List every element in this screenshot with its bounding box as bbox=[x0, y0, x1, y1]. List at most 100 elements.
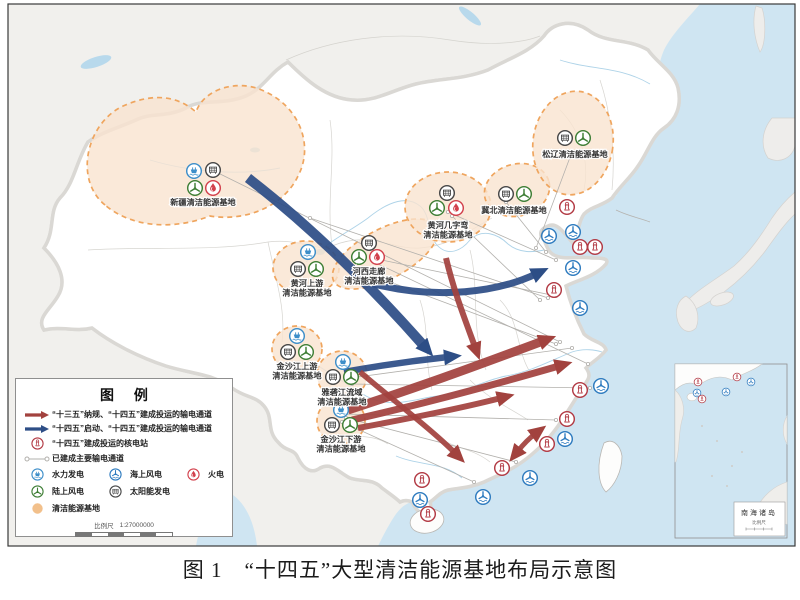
inset-title: 南海诸岛 bbox=[741, 508, 777, 517]
inset-scale-label: 比例尺 bbox=[752, 519, 766, 526]
owind-icon bbox=[474, 488, 492, 506]
legend-scale-bar bbox=[75, 532, 173, 537]
solar-icon bbox=[289, 260, 307, 278]
legend-row: “十四五”启动、“十四五”建成投运的输电通道 bbox=[22, 423, 226, 434]
legend-row: “十三五”纳规、“十四五”建成投运的输电通道 bbox=[22, 409, 226, 420]
legend-row-label: “十四五”建成投运的核电站 bbox=[52, 439, 148, 448]
wind-icon bbox=[297, 343, 315, 361]
owind-icon bbox=[692, 388, 702, 398]
arrow-blue-legend-glyph bbox=[25, 424, 49, 433]
inset-label-box bbox=[733, 501, 786, 537]
owind-icon bbox=[592, 377, 610, 395]
legend-type-row: 陆上风电 太阳能发电 bbox=[22, 485, 226, 498]
base-label: 清洁能源基地 bbox=[282, 288, 332, 298]
base-label: 清洁能源基地 bbox=[344, 276, 394, 286]
nuclear-icon bbox=[558, 410, 576, 428]
taiwan-island bbox=[598, 440, 623, 493]
owind-icon bbox=[540, 227, 558, 245]
fire-icon bbox=[204, 179, 222, 197]
nuclear-icon bbox=[571, 238, 589, 256]
base-label: 新疆清洁能源基地 bbox=[170, 197, 236, 207]
legend-type-label: 清洁能源基地 bbox=[52, 504, 100, 513]
base-area-songliao bbox=[531, 90, 615, 196]
transmission-arrow-red bbox=[346, 334, 557, 415]
legend-row: “十四五”建成投运的核电站 bbox=[22, 437, 226, 450]
wind-icon bbox=[307, 260, 325, 278]
transmission-arrow-blue bbox=[373, 268, 549, 297]
transmission-arrow-blue bbox=[343, 349, 462, 376]
legend-row-label: “十三五”纳规、“十四五”建成投运的输电通道 bbox=[52, 410, 212, 419]
hydro-icon bbox=[332, 401, 350, 419]
channel-legend-glyph bbox=[24, 456, 50, 461]
wind-icon bbox=[515, 185, 533, 203]
solar-icon bbox=[324, 368, 342, 386]
nuclear-icon bbox=[732, 372, 742, 382]
legend-title: 图 例 bbox=[100, 387, 156, 403]
wind-icon bbox=[428, 199, 446, 217]
legend: 图 例 “十三五”纳规、“十四五”建成投运的输电通道 “十四五”启动、“十四五”… bbox=[15, 378, 233, 537]
base-label: 河西走廊 bbox=[352, 266, 386, 276]
nuclear-icon bbox=[558, 198, 576, 216]
base-label: 黄河几字弯 bbox=[428, 220, 469, 230]
base-label: 冀北清洁能源基地 bbox=[481, 205, 547, 215]
nuclear-icon bbox=[538, 435, 556, 453]
nuclear-icon bbox=[30, 437, 44, 450]
arrow-red-legend-glyph bbox=[25, 410, 49, 419]
hydro-icon bbox=[185, 162, 203, 180]
nuclear-icon bbox=[693, 377, 703, 387]
owind-icon bbox=[721, 387, 731, 397]
wind-icon bbox=[342, 368, 360, 386]
korea-border-line bbox=[615, 209, 651, 223]
base-label: 金沙江下游 bbox=[320, 434, 363, 444]
wind-icon bbox=[186, 179, 204, 197]
solar-icon bbox=[438, 184, 456, 202]
legend-type-row: 水力发电 海上风电 火电 bbox=[22, 468, 226, 481]
hydro-icon bbox=[288, 327, 306, 345]
base-label: 金沙江上游 bbox=[276, 361, 319, 371]
fire-icon bbox=[447, 199, 465, 217]
legend-row: 已建成主要输电通道 bbox=[22, 453, 226, 464]
fire-icon bbox=[186, 468, 200, 481]
base-area-xinjiang bbox=[86, 84, 306, 226]
hydro-icon bbox=[334, 353, 352, 371]
fire-icon bbox=[368, 248, 386, 266]
solar-icon bbox=[323, 416, 341, 434]
owind-icon bbox=[564, 223, 582, 241]
built-channel-line bbox=[534, 149, 575, 250]
legend-type-label: 水力发电 bbox=[52, 470, 84, 479]
transmission-arrow-blue bbox=[244, 174, 434, 357]
solar-icon bbox=[497, 185, 515, 203]
inset-islets bbox=[701, 425, 743, 487]
transmission-arrow-red bbox=[509, 425, 547, 462]
owind-icon bbox=[521, 469, 539, 487]
owind-icon bbox=[411, 491, 429, 509]
map-frame bbox=[7, 3, 796, 547]
wind-icon bbox=[341, 416, 359, 434]
owind-icon bbox=[571, 299, 589, 317]
base-label: 松辽清洁能源基地 bbox=[542, 149, 608, 159]
legend-scale: 比例尺 1:27000000 bbox=[22, 520, 226, 531]
owind-icon bbox=[564, 259, 582, 277]
base-label: 雅砻江流域 bbox=[321, 387, 364, 397]
nuclear-icon bbox=[419, 505, 437, 523]
legend-scale-value: 1:27000000 bbox=[119, 521, 154, 529]
hydro-icon bbox=[30, 468, 44, 481]
hydro-icon bbox=[299, 243, 317, 261]
transmission-arrow-red bbox=[443, 257, 482, 361]
legend-type-label: 火电 bbox=[208, 470, 224, 479]
legend-type-row: 清洁能源基地 bbox=[22, 502, 226, 515]
base-label: 清洁能源基地 bbox=[317, 397, 367, 407]
legend-type-label: 太阳能发电 bbox=[130, 487, 170, 496]
base-icon bbox=[31, 503, 43, 514]
wind-icon bbox=[350, 248, 368, 266]
inset-map: 南海诸岛 比例尺 bbox=[674, 363, 788, 539]
base-label: 清洁能源基地 bbox=[272, 371, 322, 381]
legend-type-label: 海上风电 bbox=[130, 470, 162, 479]
japan-korea-islands bbox=[676, 5, 795, 332]
inset-scale-bar bbox=[745, 527, 773, 531]
transmission-arrow-red bbox=[351, 359, 573, 424]
legend-type-label: 陆上风电 bbox=[52, 487, 84, 496]
nuclear-icon bbox=[493, 459, 511, 477]
solar-icon bbox=[556, 129, 574, 147]
